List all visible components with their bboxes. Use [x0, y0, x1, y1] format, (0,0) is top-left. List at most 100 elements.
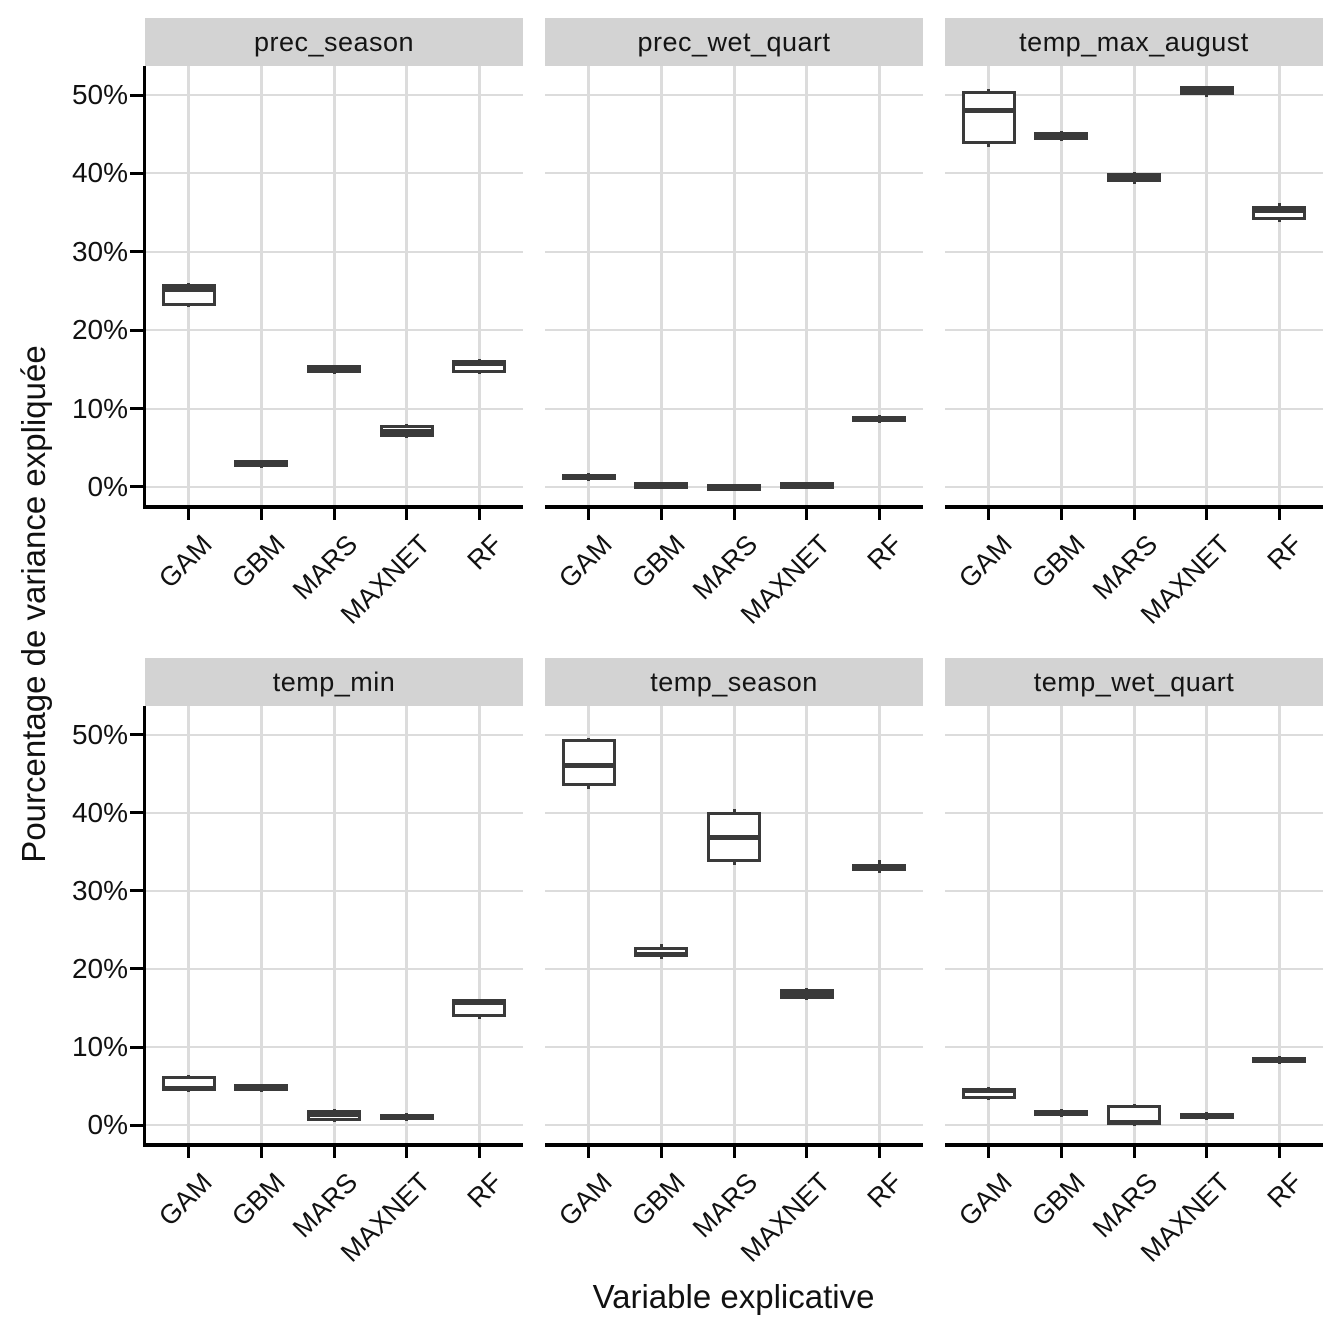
boxplot-median	[1179, 87, 1234, 93]
boxplot-whisker-lower	[259, 1090, 263, 1092]
gridline-vertical	[877, 66, 881, 505]
y-tick-mark	[130, 485, 143, 489]
gridline-vertical	[259, 706, 263, 1143]
boxplot-whisker-lower	[587, 479, 591, 481]
boxplot-median	[1179, 1113, 1234, 1119]
boxplot-median	[634, 952, 689, 958]
boxplot-whisker-upper	[1132, 171, 1136, 174]
y-tick-label: 10%	[71, 1031, 128, 1063]
x-tick-label-text: RF	[1261, 529, 1309, 576]
x-tick-mark	[332, 508, 336, 520]
facet-strip: temp_min	[145, 658, 523, 706]
boxplot-whisker-upper	[332, 1109, 336, 1111]
x-axis-line	[545, 1143, 923, 1147]
gridline-vertical	[1059, 706, 1063, 1143]
gridline-vertical	[1277, 66, 1281, 505]
boxplot-whisker-upper	[1277, 203, 1281, 206]
boxplot-median	[561, 474, 616, 480]
boxplot-whisker-upper	[732, 809, 736, 813]
x-tick-mark	[659, 1146, 663, 1158]
y-tick-label: 50%	[71, 718, 128, 750]
boxplot-whisker-upper	[1277, 1056, 1281, 1058]
boxplot-median	[234, 461, 289, 467]
y-tick-label: 0%	[87, 1109, 128, 1141]
boxplot-median	[234, 1085, 289, 1091]
boxplot-whisker-upper	[1205, 85, 1209, 87]
x-tick-mark	[1277, 1146, 1281, 1158]
boxplot-whisker-upper	[1059, 1109, 1063, 1111]
boxplot-median	[961, 108, 1016, 114]
y-axis-line	[142, 706, 146, 1147]
y-tick-label: 0%	[87, 470, 128, 502]
boxplot-whisker-lower	[405, 1120, 409, 1122]
boxplot-box	[961, 91, 1016, 145]
x-axis-line	[945, 505, 1323, 509]
boxplot-whisker-lower	[477, 1017, 481, 1019]
y-axis-line	[142, 66, 146, 509]
boxplot-whisker-upper	[987, 88, 991, 92]
boxplot-whisker-upper	[877, 859, 881, 864]
x-tick-label-text: GBM	[1025, 529, 1091, 594]
facet-strip-label: prec_wet_quart	[637, 26, 831, 57]
y-tick-label: 20%	[71, 314, 128, 346]
boxplot-whisker-lower	[659, 957, 663, 959]
x-tick-label-text: GAM	[553, 529, 618, 594]
gridline-vertical	[1132, 706, 1136, 1143]
y-tick-label: 50%	[71, 79, 128, 110]
gridline-vertical	[332, 706, 336, 1143]
boxplot-whisker-upper	[405, 1113, 409, 1115]
boxplot-whisker-upper	[987, 1086, 991, 1088]
x-tick-mark	[1132, 508, 1136, 520]
boxplot-whisker-upper	[877, 414, 881, 416]
boxplot-median	[1034, 1110, 1089, 1116]
gridline-vertical	[187, 706, 191, 1143]
boxplot-whisker-lower	[187, 1091, 191, 1093]
x-tick-label-text: RF	[1261, 1167, 1309, 1214]
x-tick-mark	[987, 508, 991, 520]
boxplot-whisker-upper	[1132, 1103, 1136, 1105]
boxplot-median	[779, 992, 834, 998]
gridline-vertical	[1205, 66, 1209, 505]
boxplot-whisker-lower	[1059, 1116, 1063, 1118]
y-tick-mark	[130, 889, 143, 893]
boxplot-whisker-lower	[332, 372, 336, 375]
boxplot-whisker-upper	[259, 459, 263, 461]
boxplot-median	[452, 360, 507, 366]
x-tick-mark	[732, 508, 736, 520]
x-tick-mark	[659, 508, 663, 520]
x-tick-mark	[187, 1146, 191, 1158]
boxplot-median	[634, 482, 689, 488]
boxplot-whisker-lower	[587, 786, 591, 789]
x-tick-mark	[1205, 1146, 1209, 1158]
x-tick-label-text: GBM	[225, 1167, 291, 1232]
boxplot-whisker-upper	[477, 359, 481, 361]
gridline-vertical	[1132, 66, 1136, 505]
boxplot-median	[452, 1000, 507, 1006]
x-tick-mark	[405, 508, 409, 520]
boxplot-whisker-lower	[1205, 95, 1209, 97]
x-tick-mark	[477, 1146, 481, 1158]
gridline-vertical	[732, 66, 736, 505]
gridline-vertical	[805, 66, 809, 505]
x-tick-mark	[259, 508, 263, 520]
boxplot-whisker-lower	[259, 467, 263, 469]
boxplot-median	[707, 483, 761, 489]
boxplot-whisker-upper	[405, 424, 409, 426]
x-tick-label-text: RF	[861, 529, 909, 576]
boxplot-whisker-lower	[1205, 1118, 1209, 1120]
boxplot-whisker-lower	[877, 871, 881, 873]
x-tick-mark	[805, 508, 809, 520]
x-tick-mark	[477, 508, 481, 520]
boxplot-whisker-upper	[259, 1083, 263, 1085]
gridline-vertical	[587, 66, 591, 505]
gridline-vertical	[659, 706, 663, 1143]
boxplot-median	[707, 834, 761, 840]
x-tick-mark	[259, 1146, 263, 1158]
y-tick-mark	[130, 328, 143, 332]
boxplot-whisker-lower	[987, 144, 991, 147]
x-tick-mark	[1205, 508, 1209, 520]
x-tick-label-text: GAM	[553, 1167, 618, 1232]
boxplot-median	[561, 762, 616, 768]
x-tick-mark	[1059, 1146, 1063, 1158]
boxplot-median	[307, 1111, 361, 1117]
